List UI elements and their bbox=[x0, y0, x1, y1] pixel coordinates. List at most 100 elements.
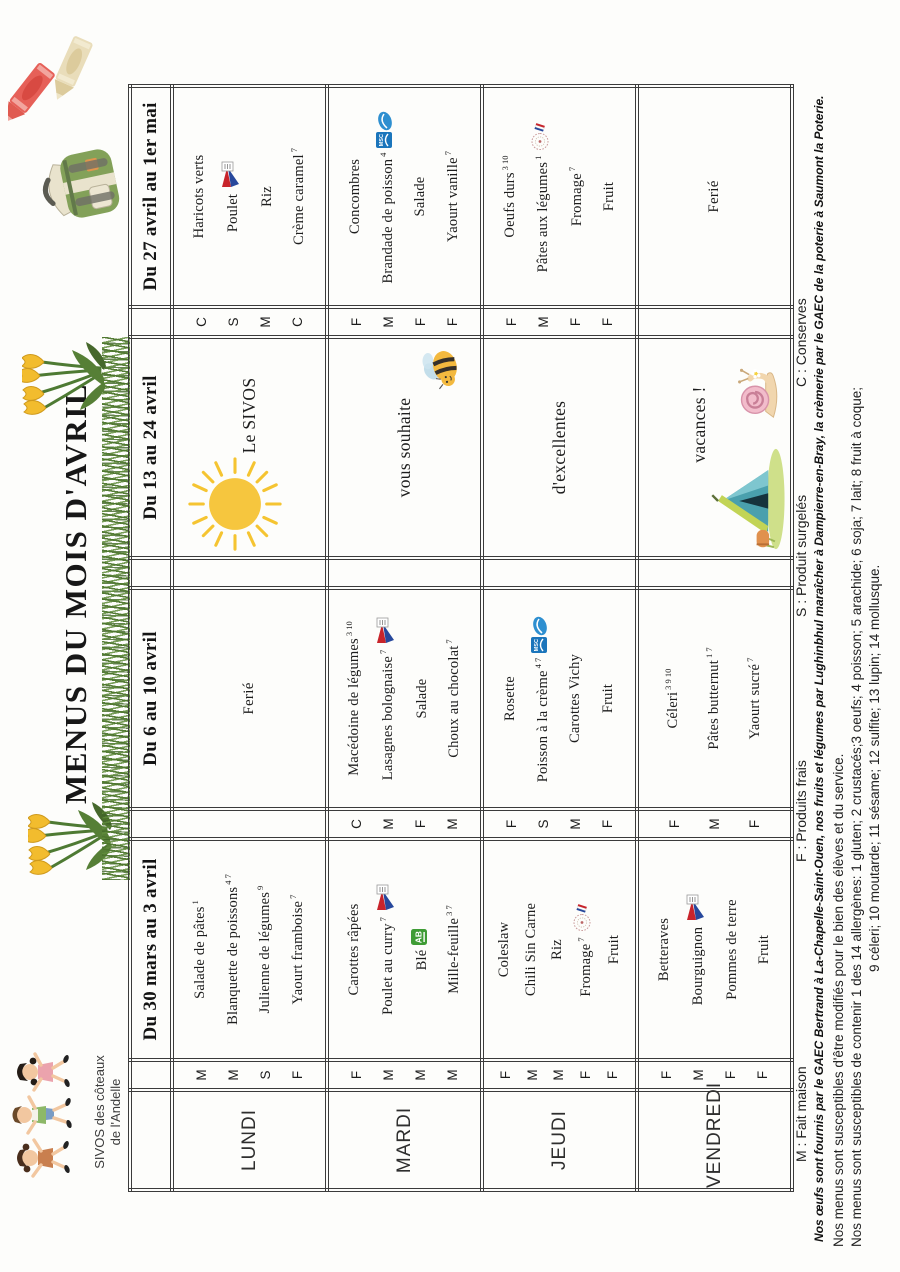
allergen-numbers: 7 bbox=[443, 639, 454, 644]
dish-name: Rosette bbox=[502, 676, 519, 721]
cell-message: Le SIVOS bbox=[239, 377, 259, 454]
freshness-letter: M bbox=[412, 1069, 428, 1081]
dish-line: Poisson à la crème 4 7 MSC bbox=[530, 590, 552, 807]
menu-cell: Ferié bbox=[172, 588, 327, 809]
dish-line: Fruit bbox=[601, 88, 618, 305]
freshness-letter: C bbox=[348, 819, 364, 829]
dish-name: Poulet bbox=[225, 193, 242, 233]
freshness-letter: F bbox=[412, 819, 428, 829]
agriculture-bio-logo: AB bbox=[410, 928, 427, 945]
freshness-letter: S bbox=[535, 819, 551, 829]
dish-line: Pâtes butternut 1 7 bbox=[704, 590, 723, 807]
france-stamp-logo bbox=[530, 121, 550, 151]
dish-line: Carottes Vichy bbox=[567, 590, 584, 807]
dish-name: Crème caramel bbox=[290, 154, 307, 246]
viandes-de-france-logo bbox=[684, 894, 706, 922]
allergens-note-line2: 9 céleri; 10 moutarde; 11 sésame; 12 sul… bbox=[867, 564, 882, 972]
dish-line: Brandade de poisson 4 MSC bbox=[375, 88, 397, 305]
menu-cell: vacances ! bbox=[637, 337, 792, 558]
dish-line: Oeufs durs 3 10 bbox=[500, 88, 519, 305]
allergen-numbers: 1 bbox=[190, 900, 201, 905]
legend-produit-surgeles: S : Produit surgelés bbox=[793, 494, 809, 617]
allergens-note-line1: Nos menus sont susceptibles de contenir … bbox=[849, 386, 864, 1247]
allergen-numbers: 3 10 bbox=[344, 621, 355, 637]
org-name-line1: SIVOS des côteaux bbox=[92, 1055, 107, 1169]
backpack-icon bbox=[28, 130, 128, 242]
svg-text:MSC: MSC bbox=[379, 134, 385, 146]
dish-line: Blé AB bbox=[410, 841, 431, 1058]
dish-name: Yaourt sucré bbox=[746, 663, 763, 740]
freshness-letter: F bbox=[498, 1070, 514, 1080]
allergen-numbers: 7 bbox=[442, 151, 453, 156]
dish-line: Céleri 3 9 10 bbox=[663, 590, 682, 807]
dish-name: Bourguignon bbox=[690, 926, 707, 1006]
day-label-mardi: MARDI bbox=[327, 1090, 482, 1190]
dish-line: Poulet au curry 7 bbox=[376, 841, 400, 1058]
legend-produits-frais: F : Produits frais bbox=[793, 760, 809, 862]
dish-line: Yaourt vanille 7 bbox=[443, 88, 462, 305]
svg-text:MSC: MSC bbox=[534, 639, 540, 651]
letters-column-header bbox=[130, 809, 172, 839]
dish-line: Fruit bbox=[756, 841, 773, 1058]
dish-name: Haricots verts bbox=[191, 154, 208, 239]
legend-conserves: C : Conserves bbox=[793, 298, 809, 387]
allergen-numbers: 9 bbox=[255, 885, 266, 890]
dish-line: Choux au chocolat 7 bbox=[444, 590, 463, 807]
freshness-letter: F bbox=[444, 317, 460, 327]
menu-cell: Coleslaw Chili Sin Carne Riz Fromage 7 Fruit bbox=[482, 839, 637, 1060]
dish-line: Macédoine de légumes 3 10 bbox=[344, 590, 363, 807]
week-header-2: Du 6 au 10 avril bbox=[130, 588, 172, 809]
org-name-line2: de l'Andelle bbox=[108, 1078, 123, 1146]
dish-line: Blanquette de poissons 4 7 bbox=[223, 841, 242, 1058]
table-corner bbox=[130, 1090, 172, 1190]
menu-cell: Carottes râpées Poulet au curry 7 Blé AB Mill… bbox=[327, 839, 482, 1060]
bee-icon bbox=[412, 337, 470, 401]
freshness-letter: F bbox=[604, 1070, 620, 1080]
dish-name: Riz bbox=[549, 939, 566, 960]
menu-cell: vous souhaite bbox=[327, 337, 482, 558]
sun-icon bbox=[187, 456, 283, 552]
freshness-letter: M bbox=[551, 1069, 567, 1081]
dish-name: Fruit bbox=[600, 181, 617, 212]
table-row: LUNDI M M S F Salade de pâtes 1 Blanquette de p… bbox=[172, 86, 327, 1190]
dish-name: Riz bbox=[259, 186, 276, 207]
dish-name: Salade bbox=[412, 176, 429, 217]
allergen-numbers: 7 bbox=[378, 649, 389, 655]
dish-line: Salade bbox=[412, 88, 429, 305]
msc-logo: MSC bbox=[530, 615, 548, 653]
dish-line: Yaourt framboise 7 bbox=[288, 841, 307, 1058]
menu-cell: Haricots verts Poulet Riz Crème caramel 7 bbox=[172, 86, 327, 307]
dish-line: Pommes de terre bbox=[724, 841, 741, 1058]
dish-name: Fromage bbox=[577, 943, 594, 997]
dish-name: Poulet au curry bbox=[380, 923, 397, 1015]
freshness-letter: F bbox=[348, 317, 364, 327]
dish-line: Haricots verts bbox=[191, 88, 208, 305]
cell-message: Ferié bbox=[241, 682, 257, 715]
dish-name: Salade bbox=[414, 678, 431, 719]
allergen-numbers: 3 9 10 bbox=[663, 668, 674, 690]
menu-cell: Betteraves Bourguignon Pommes de terre Frui… bbox=[637, 839, 792, 1060]
dish-name: Betteraves bbox=[656, 917, 673, 982]
freshness-letter: M bbox=[380, 316, 396, 328]
freshness-letter: M bbox=[444, 1069, 460, 1081]
day-label-jeudi: JEUDI bbox=[482, 1090, 637, 1190]
dish-line: Chili Sin Carne bbox=[523, 841, 540, 1058]
menu-cell: Ferié bbox=[637, 86, 792, 307]
allergen-numbers: 3 10 bbox=[499, 155, 510, 171]
table-row: MARDI F M M M Carottes râpées Poulet au curry 7… bbox=[327, 86, 482, 1190]
dish-line: Yaourt sucré 7 bbox=[745, 590, 764, 807]
dish-line: Carottes râpées bbox=[346, 841, 363, 1058]
allergen-numbers: 7 bbox=[288, 148, 299, 153]
freshness-letter: M bbox=[706, 818, 722, 830]
msc-logo: MSC bbox=[375, 110, 393, 148]
menu-cell: Salade de pâtes 1 Blanquette de poissons 4 … bbox=[172, 839, 327, 1060]
cell-message: d'excellentes bbox=[549, 400, 569, 495]
crayons-icon bbox=[5, 30, 104, 134]
dish-line: Poulet bbox=[221, 88, 245, 305]
day-label-vendredi: VENDREDI bbox=[637, 1082, 792, 1190]
